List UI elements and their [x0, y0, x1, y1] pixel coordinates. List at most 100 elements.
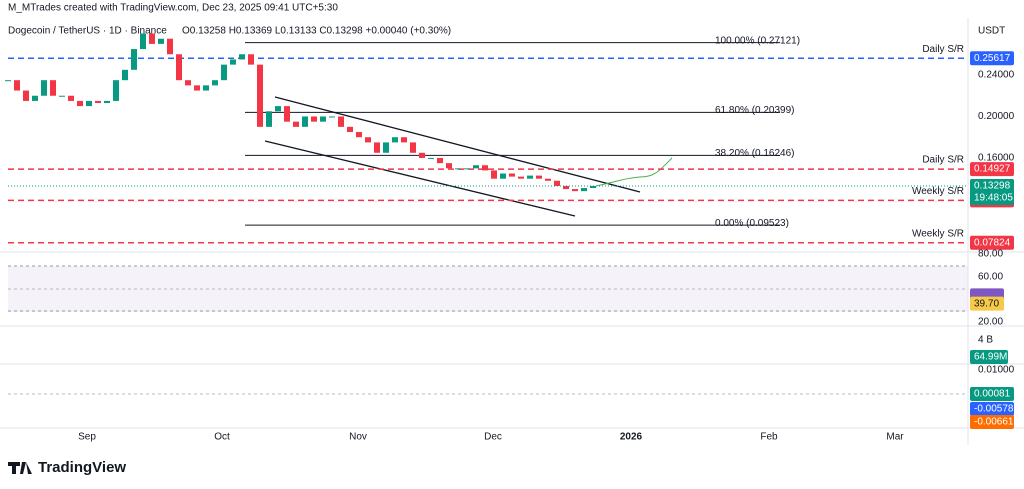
candle: [302, 116, 308, 127]
candle: [509, 173, 515, 177]
candle: [77, 100, 83, 107]
candle: [446, 163, 452, 169]
currency: USDT: [978, 26, 1005, 37]
candle: [23, 90, 29, 101]
time-label: Nov: [349, 432, 367, 443]
candle: [221, 64, 227, 81]
candle: [374, 142, 380, 153]
candle: [113, 80, 119, 101]
candle: [59, 95, 65, 97]
candle: [473, 165, 479, 169]
macd-tag-text: -0.00661: [974, 417, 1014, 428]
rsi-tick: 80.00: [978, 249, 1003, 260]
candle: [149, 33, 155, 44]
candle: [68, 95, 74, 101]
candle: [500, 173, 506, 179]
macd-tag: [970, 387, 1014, 401]
candle: [455, 168, 461, 170]
sr-name: Daily S/R: [922, 44, 964, 55]
logo: [8, 462, 32, 474]
candle: [266, 111, 272, 127]
macd-tag-text: 0.00081: [974, 389, 1011, 400]
candle: [122, 69, 128, 81]
candle: [176, 54, 182, 81]
candle: [392, 137, 398, 143]
candle: [428, 157, 434, 159]
price-tag: [970, 162, 1014, 177]
candle: [401, 137, 407, 143]
candle: [32, 95, 38, 101]
candle: [482, 165, 488, 171]
candle: [212, 80, 218, 86]
countdown: 19:48:05: [974, 193, 1013, 204]
projection: [595, 157, 673, 187]
candle: [464, 168, 470, 170]
candle: [239, 54, 245, 60]
price-tag-text: 0.25617: [974, 53, 1011, 64]
candle: [230, 59, 236, 65]
fib-label: 100.00% (0.27121): [715, 35, 800, 46]
candle: [527, 175, 533, 179]
candle: [293, 121, 299, 127]
candle: [203, 85, 209, 91]
price-tag: [970, 178, 1014, 205]
credit: M_MTrades created with TradingView.com, …: [8, 3, 338, 14]
footer: TradingView: [38, 459, 126, 476]
candle: [158, 38, 164, 44]
candle: [320, 116, 326, 122]
macd-tag-text: -0.00578: [974, 404, 1014, 415]
fib-label: 61.80% (0.20399): [715, 105, 795, 116]
candle: [95, 100, 101, 103]
time-label: Oct: [214, 432, 230, 443]
candle: [5, 80, 11, 82]
candle: [131, 49, 137, 70]
candle: [41, 80, 47, 96]
candle: [311, 116, 317, 122]
sr-name: Daily S/R: [922, 155, 964, 166]
ohlc: O0.13258 H0.13369 L0.13133 C0.13298 +0.0…: [182, 26, 451, 37]
candle: [284, 106, 290, 122]
candle: [491, 170, 497, 179]
candle: [140, 33, 146, 50]
candle: [581, 188, 587, 192]
candle: [383, 142, 389, 153]
volume-tick: 4 B: [978, 335, 993, 346]
price-tag-text: 0.14927: [974, 164, 1011, 175]
candle: [419, 152, 425, 158]
candle: [14, 80, 20, 91]
time-label: Feb: [760, 432, 778, 443]
candle: [554, 180, 560, 186]
time-label: Sep: [78, 432, 96, 443]
sr-name: Weekly S/R: [912, 186, 964, 197]
rsi-tick: 20.00: [978, 317, 1003, 328]
volume-tag: [970, 350, 1008, 364]
candle: [437, 157, 443, 164]
candle: [347, 126, 353, 133]
candle: [338, 116, 344, 127]
volume-tag-text: 64.99M: [974, 352, 1007, 363]
candle: [572, 189, 578, 192]
candle: [518, 176, 524, 179]
candle: [329, 116, 335, 118]
candle: [248, 54, 254, 65]
symbol: Dogecoin / TetherUS · 1D · Binance: [8, 26, 167, 37]
rsi-tick: 60.00: [978, 271, 1003, 282]
candle: [185, 80, 191, 86]
candle: [356, 132, 362, 138]
candle: [365, 137, 371, 143]
candle: [257, 64, 263, 127]
candle: [86, 100, 92, 107]
candle: [275, 106, 281, 112]
fib-label: 38.20% (0.16246): [715, 148, 795, 159]
sr-name: Weekly S/R: [912, 228, 964, 239]
candle: [50, 80, 56, 96]
price-tick: 0.16000: [978, 153, 1015, 164]
macd-tag: [970, 415, 1014, 429]
macd-tick: 0.01000: [978, 365, 1015, 376]
candle: [545, 178, 551, 181]
price-tick: 0.24000: [978, 70, 1015, 81]
price-tag-text: 0.13298: [974, 181, 1011, 192]
price-tag: [970, 235, 1014, 250]
price-tick: 0.20000: [978, 111, 1015, 122]
